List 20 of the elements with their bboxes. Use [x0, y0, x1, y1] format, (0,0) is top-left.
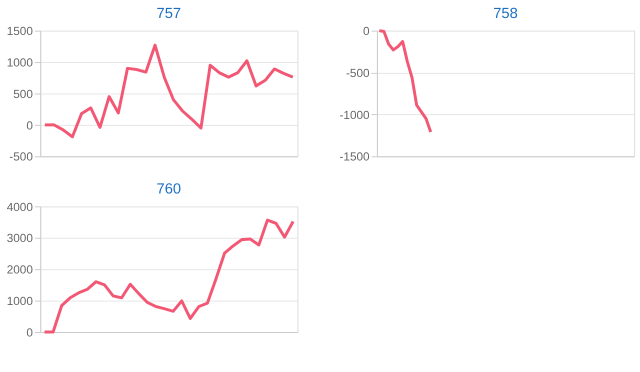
y-tick-label: 500 [13, 88, 34, 101]
y-tick-label: -500 [346, 66, 370, 80]
y-tick-label: 0 [26, 326, 34, 340]
chart-title: 757 [156, 6, 182, 22]
chart-title: 758 [493, 6, 518, 22]
y-tick-label: 1000 [6, 295, 34, 308]
y-tick-label: -1000 [339, 108, 370, 122]
line-series [43, 218, 295, 334]
y-tick-label: 1500 [6, 25, 34, 38]
y-tick-label: 2000 [6, 264, 34, 277]
line-series [43, 44, 294, 138]
y-tick-label: -500 [9, 150, 34, 164]
y-tick-label: 0 [26, 119, 34, 132]
y-tick-label: -1500 [339, 150, 370, 164]
line-series [378, 29, 432, 134]
chart-title: 760 [156, 182, 182, 198]
y-tick-label: 0 [363, 25, 370, 38]
y-tick-label: 4000 [6, 200, 34, 214]
y-tick-label: 1000 [6, 56, 34, 70]
y-tick-label: 3000 [6, 232, 34, 246]
